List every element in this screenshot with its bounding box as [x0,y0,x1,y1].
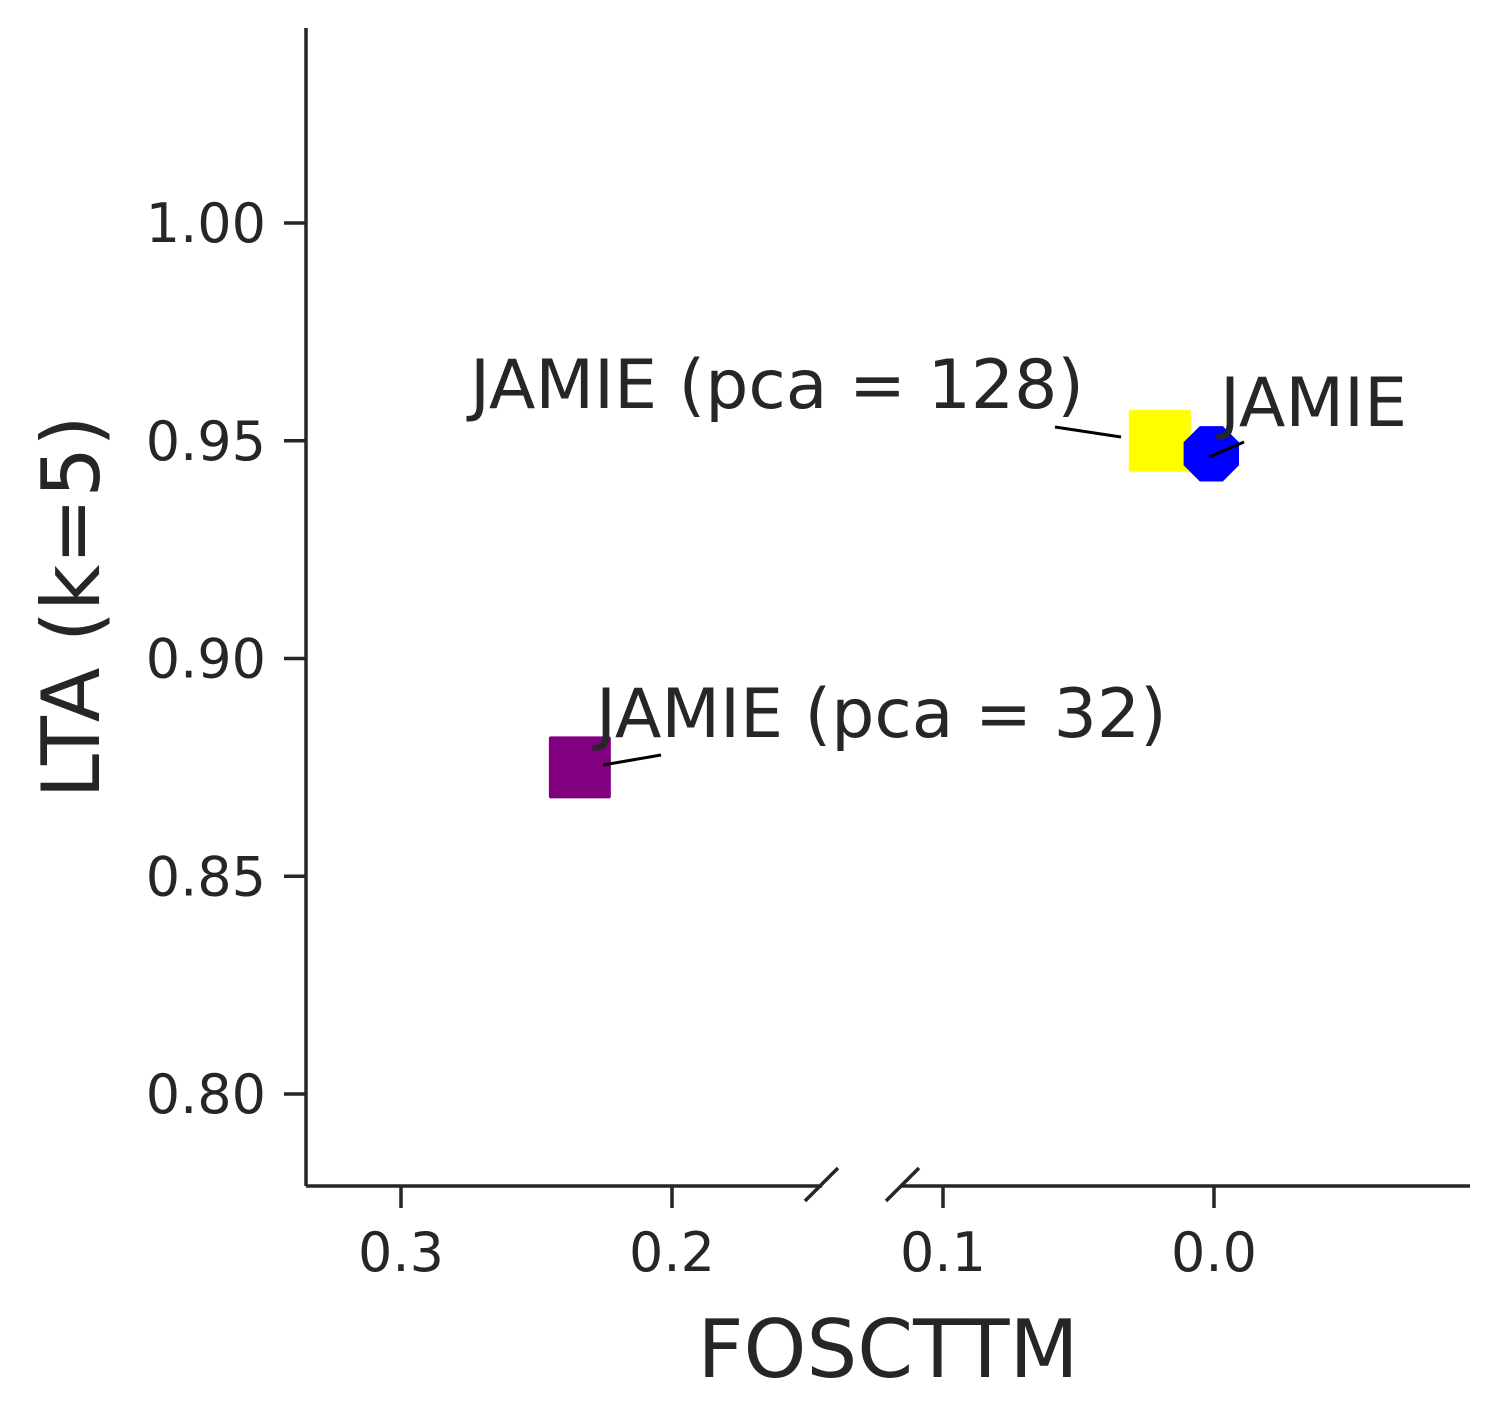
point-jamie-pca32 [548,736,611,799]
y-tick-label: 0.80 [146,1063,266,1126]
x-tick-label: 0.0 [1171,1221,1257,1284]
x-tick-label: 0.3 [358,1221,444,1284]
point-jamie-pca128 [1128,409,1191,472]
y-tick-label: 0.95 [146,410,266,473]
y-tick-label: 0.90 [146,628,266,691]
axis-break-mark-right [884,1166,921,1203]
annotation-jamie-pca32: JAMIE (pca = 32) [592,675,1167,754]
x-ticks: 0.3 0.2 0.1 0.0 [358,1186,1257,1284]
y-ticks: 0.80 0.85 0.90 0.95 1.00 [146,192,306,1126]
y-axis-title: LTA (k=5) [25,415,118,798]
data-points [548,409,1239,799]
y-tick-label: 1.00 [146,192,266,255]
x-tick-label: 0.1 [900,1221,986,1284]
annotation-jamie-pca128: JAMIE (pca = 128) [466,346,1084,425]
x-axis-title: FOSCTTM [698,1303,1079,1396]
y-tick-label: 0.85 [146,845,266,908]
leader-line-jamie [1208,440,1245,459]
leader-line-pca128 [1054,425,1122,439]
annotation-jamie: JAMIE [1216,364,1407,443]
axis-break-mark-left [803,1166,840,1203]
leader-line-pca32 [602,753,662,767]
point-jamie [1183,426,1239,482]
x-tick-label: 0.2 [629,1221,715,1284]
